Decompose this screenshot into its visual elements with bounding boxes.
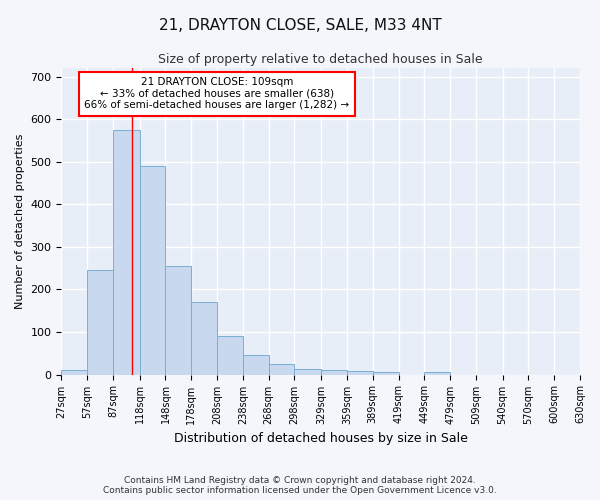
Bar bbox=[295, 369, 321, 374]
Text: Contains HM Land Registry data © Crown copyright and database right 2024.
Contai: Contains HM Land Registry data © Crown c… bbox=[103, 476, 497, 495]
X-axis label: Distribution of detached houses by size in Sale: Distribution of detached houses by size … bbox=[174, 432, 467, 445]
Bar bbox=[140, 166, 166, 374]
Bar bbox=[61, 370, 87, 374]
Bar bbox=[269, 364, 295, 374]
Bar bbox=[321, 370, 347, 374]
Bar bbox=[87, 270, 113, 374]
Text: 21, DRAYTON CLOSE, SALE, M33 4NT: 21, DRAYTON CLOSE, SALE, M33 4NT bbox=[158, 18, 442, 32]
Bar bbox=[424, 372, 450, 374]
Y-axis label: Number of detached properties: Number of detached properties bbox=[15, 134, 25, 309]
Bar bbox=[113, 130, 140, 374]
Title: Size of property relative to detached houses in Sale: Size of property relative to detached ho… bbox=[158, 52, 483, 66]
Bar bbox=[243, 354, 269, 374]
Bar bbox=[217, 336, 243, 374]
Bar bbox=[191, 302, 217, 374]
Bar bbox=[347, 371, 373, 374]
Bar bbox=[166, 266, 191, 374]
Bar bbox=[373, 372, 398, 374]
Text: 21 DRAYTON CLOSE: 109sqm
← 33% of detached houses are smaller (638)
66% of semi-: 21 DRAYTON CLOSE: 109sqm ← 33% of detach… bbox=[85, 78, 350, 110]
